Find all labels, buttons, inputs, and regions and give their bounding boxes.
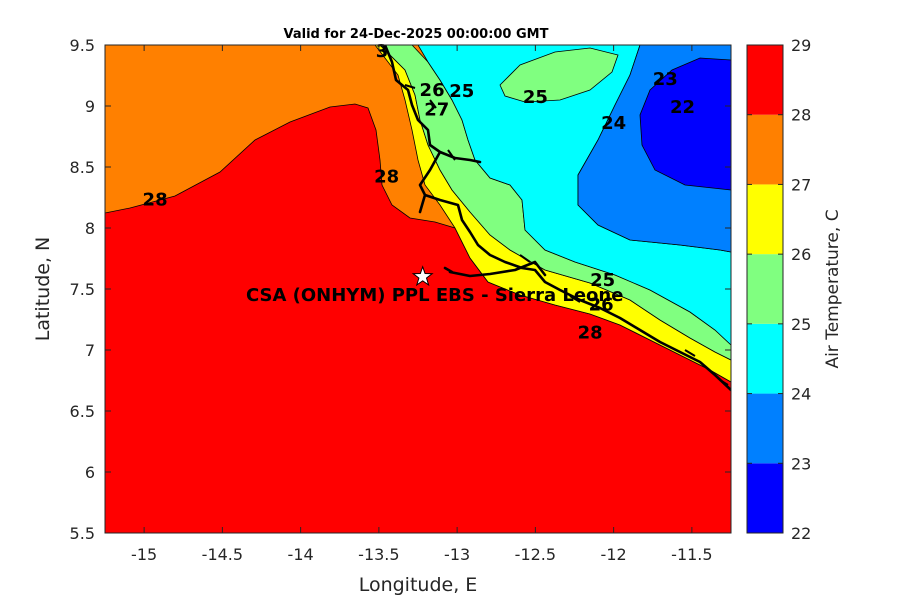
- contour-label: 23: [653, 69, 678, 90]
- y-tick-label: 6.5: [70, 402, 95, 421]
- coast-islands: [404, 84, 729, 386]
- colorbar-tick-label: 24: [791, 385, 811, 404]
- colorbar-swatch: [747, 463, 783, 533]
- y-tick-label: 8: [85, 219, 95, 238]
- x-tick-label: -14: [288, 545, 314, 564]
- star-marker-icon[interactable]: [411, 265, 434, 287]
- colorbar-tick-label: 28: [791, 106, 811, 125]
- contour-label: 22: [670, 97, 695, 118]
- colorbar-tick-label: 27: [791, 175, 811, 194]
- y-axis-label: Latitude, N: [32, 237, 54, 342]
- y-tick-label: 9.5: [70, 36, 95, 55]
- colorbar-label: Air Temperature, C: [823, 209, 843, 368]
- colorbar-swatch: [747, 254, 783, 324]
- y-tick-label: 5.5: [70, 524, 95, 543]
- contour-label: 28: [578, 323, 603, 344]
- site-group[interactable]: CSA (ONHYM) PPL EBS - Sierra Leone: [246, 265, 623, 306]
- contour-label: 25: [590, 270, 615, 291]
- y-tick-label: 7.5: [70, 280, 95, 299]
- colorbar-tick-label: 25: [791, 315, 811, 334]
- colorbar-tick-label: 29: [791, 36, 811, 55]
- x-tick-label: -11.5: [671, 545, 712, 564]
- band-22-23: [639, 57, 731, 191]
- chart-title: Valid for 24-Dec-2025 00:00:00 GMT: [284, 27, 549, 42]
- y-axis: 9.5 9 8.5 8 7.5 7 6.5 6 5.5: [70, 36, 731, 543]
- contour-label: 28: [143, 190, 168, 211]
- colorbar-frame: [746, 44, 784, 534]
- contour-label: 25: [449, 81, 474, 102]
- colorbar-tick-label: 22: [791, 524, 811, 543]
- colorbar-swatch: [747, 45, 783, 115]
- colorbar-tick-label: 23: [791, 454, 811, 473]
- colorbar-swatch: [747, 323, 783, 394]
- y-tick-label: 9: [85, 97, 95, 116]
- y-tick-label: 7: [85, 341, 95, 360]
- x-axis-label: Longitude, E: [359, 574, 478, 596]
- contour-label: 25: [523, 87, 548, 108]
- contour-label: 26: [420, 80, 445, 101]
- x-axis: -15 -14.5 -14 -13.5 -13 -12.5 -12 -11.5: [131, 45, 713, 564]
- x-tick-label: -13.5: [358, 545, 399, 564]
- colorbar: 29 28 27 26 25 24 23 22: [746, 36, 811, 543]
- colorbar-tick-label: 26: [791, 245, 811, 264]
- x-tick-label: -15: [131, 545, 157, 564]
- colorbar-swatch: [747, 114, 783, 185]
- contour-label: 28: [374, 167, 399, 188]
- x-tick-label: -12.5: [515, 545, 556, 564]
- site-label: CSA (ONHYM) PPL EBS - Sierra Leone: [246, 285, 623, 306]
- colorbar-swatch: [747, 393, 783, 464]
- x-tick-label: -13: [444, 545, 470, 564]
- x-tick-label: -14.5: [202, 545, 243, 564]
- coastline: [383, 45, 731, 392]
- map-area[interactable]: [105, 45, 731, 533]
- band-25-26-island: [499, 47, 619, 103]
- y-tick-label: 6: [85, 463, 95, 482]
- contour-label: 26: [589, 295, 614, 316]
- contour-label: 3: [376, 41, 389, 62]
- colorbar-swatch: [747, 184, 783, 255]
- contour-label: 24: [601, 113, 626, 134]
- contour-label: 27: [424, 99, 449, 120]
- x-tick-label: -12: [601, 545, 627, 564]
- y-tick-label: 8.5: [70, 158, 95, 177]
